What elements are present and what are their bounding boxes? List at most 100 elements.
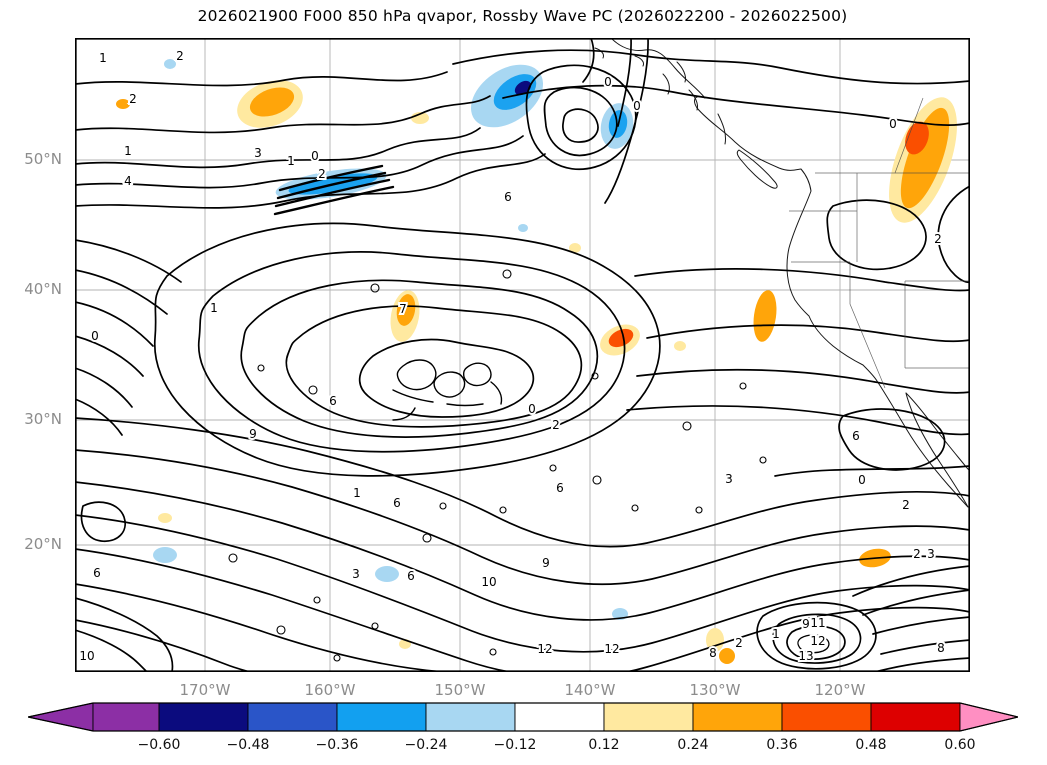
contour-label: 2 [129, 92, 137, 106]
colorbar-tick-label: 0.12 [588, 737, 620, 753]
state-borders [789, 97, 970, 389]
contour-label: 2 [552, 418, 560, 432]
contour-label: 0 [604, 75, 612, 89]
colorbar-under-arrow [28, 702, 94, 732]
shading-patch-lightblue [518, 224, 528, 232]
shading-patch-orange [719, 648, 735, 664]
contour-label: 1 [353, 486, 361, 500]
contour-label: 0 [858, 473, 866, 487]
colorbar-tick-label: −0.24 [404, 737, 448, 753]
contour-label: 13 [798, 649, 813, 663]
colorbar-tick-label: −0.60 [137, 737, 181, 753]
contour-label: 1 [772, 627, 780, 641]
contour-label: 3 [927, 547, 935, 561]
colorbar-segment [603, 702, 694, 732]
contour-label: 3 [725, 472, 733, 486]
lon-tick-label: 120°W [814, 681, 866, 699]
colorbar-outline [28, 702, 1018, 732]
contour-label: 2 [318, 167, 326, 181]
lon-tick-label: 160°W [304, 681, 356, 699]
contour-label: 12 [604, 642, 619, 656]
contour-label: 1 [99, 51, 107, 65]
colorbar-segment [158, 702, 249, 732]
contour-label: 2 [934, 232, 942, 246]
coastlines [594, 38, 970, 508]
shading-patch-lightblue [153, 547, 177, 563]
shading-patch-orange [116, 99, 130, 109]
contour-label: 0 [889, 117, 897, 131]
lat-tick-label: 30°N [24, 410, 62, 428]
shading-patch-orange [249, 87, 295, 117]
contour-label: 2 [176, 49, 184, 63]
shading-patch-lightblue [375, 566, 399, 582]
colorbar-tick-label: 0.60 [944, 737, 976, 753]
gridlines [75, 38, 970, 672]
map-plot-area: 1 2 2 1 3 1 0 4 2 6 0 0 0 2 1 7 6 9 0 2 6 3 6 0 2 1 6 6 10 3 6 10 9 12 12 8… [75, 38, 970, 672]
contour-label: 1 [287, 154, 295, 168]
contour-label: 12 [810, 634, 825, 648]
shading-patch-lightorange [569, 243, 581, 253]
colorbar-segment [781, 702, 872, 732]
contour-label: 3 [254, 146, 262, 160]
plot-border [75, 38, 970, 672]
anomaly-shading [116, 59, 957, 664]
contour-lines [75, 38, 970, 672]
contour-label: 11 [810, 616, 825, 630]
colorbar-under-segment [92, 702, 160, 732]
shading-patch-lightorange [158, 513, 172, 523]
contour-label: 2 [913, 547, 921, 561]
contour-label: 6 [329, 394, 337, 408]
lon-tick-label: 130°W [689, 681, 741, 699]
shading-patch-orange [900, 107, 950, 209]
contour-label: 10 [79, 649, 94, 663]
contour-label: 12 [537, 642, 552, 656]
colorbar-segment [336, 702, 427, 732]
contour-label: 2 [902, 498, 910, 512]
shading-patch-orange [753, 290, 777, 342]
colorbar-segment [870, 702, 961, 732]
contour-label: 6 [556, 481, 564, 495]
colorbar-segment [425, 702, 516, 732]
colorbar-tick-label: 0.48 [855, 737, 887, 753]
lat-tick-label: 20°N [24, 535, 62, 553]
contour-label: 9 [542, 556, 550, 570]
contour-label: 6 [93, 566, 101, 580]
contour-label: 2 [735, 636, 743, 650]
contour-label: 0 [633, 99, 641, 113]
contour-label: 3 [352, 567, 360, 581]
colorbar-segment [514, 702, 605, 732]
contour-label: 0 [528, 402, 536, 416]
colorbar [28, 702, 1018, 732]
contour-label: 6 [504, 190, 512, 204]
contour-label: 6 [852, 429, 860, 443]
colorbar-tick-label: 0.36 [766, 737, 798, 753]
contour-label: 1 [210, 301, 218, 315]
contour-label: 4 [124, 174, 132, 188]
colorbar-over-arrow [959, 702, 1018, 732]
lat-tick-label: 50°N [24, 150, 62, 168]
shading-patch-red [608, 328, 634, 348]
colorbar-tick-label: 0.24 [677, 737, 709, 753]
colorbar-segment [247, 702, 338, 732]
chart-title: 2026021900 F000 850 hPa qvapor, Rossby W… [197, 7, 848, 25]
contour-label: 8 [709, 646, 717, 660]
contour-label: 1 [124, 144, 132, 158]
colorbar-tick-label: −0.36 [315, 737, 359, 753]
shading-patch-orange [396, 294, 416, 326]
lon-tick-label: 140°W [564, 681, 616, 699]
shading-patch-lightblue [164, 59, 176, 69]
colorbar-segment [692, 702, 783, 732]
lat-tick-label: 40°N [24, 280, 62, 298]
contour-label: 0 [91, 329, 99, 343]
contour-label: 6 [393, 496, 401, 510]
contour-label: 0 [311, 149, 319, 163]
contour-label: 9 [802, 617, 810, 631]
shading-patch-lightorange [674, 341, 686, 351]
contour-label: 10 [481, 575, 496, 589]
shading-patch-lightorange [706, 628, 724, 652]
contour-label: 9 [249, 427, 257, 441]
lon-tick-label: 150°W [434, 681, 486, 699]
